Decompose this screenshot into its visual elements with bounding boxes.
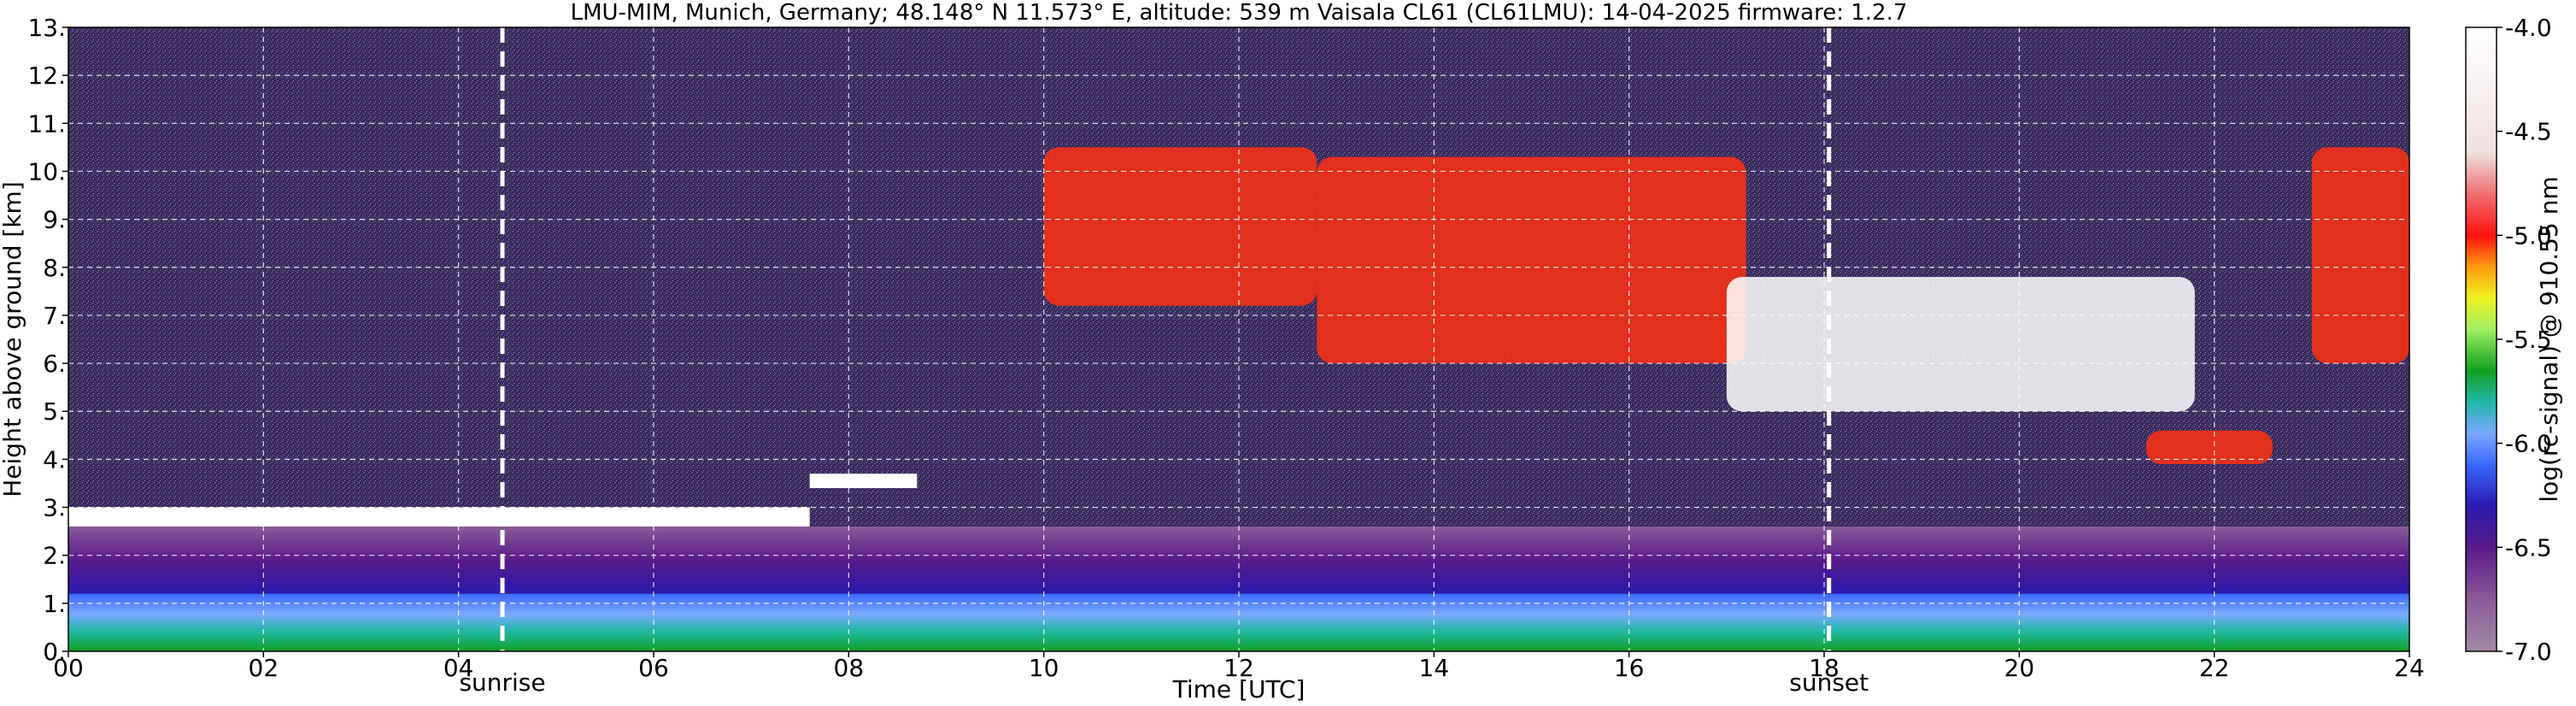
y-axis-label: Height above ground [km] [0, 181, 26, 497]
x-tick-label-04: 04 [443, 654, 474, 682]
x-tick-label-06: 06 [638, 654, 669, 682]
colorbar-tick-label--6.5: -6.5 [2505, 533, 2552, 562]
x-axis-label: Time [UTC] [1172, 675, 1306, 703]
y-tick-label-6: 6. [43, 350, 66, 378]
x-tick-label-00: 00 [53, 654, 84, 682]
y-tick-label-2: 2. [43, 542, 66, 570]
feature-cirrus-8 [2311, 147, 2409, 364]
y-tick-label-9: 9. [43, 206, 66, 234]
x-axis: sunrise sunset 00 02 04 06 08 10 12 14 16 18 20 22 24 [53, 651, 2425, 697]
x-tick-label-02: 02 [249, 654, 279, 682]
x-tick-label-14: 14 [1419, 654, 1450, 682]
colorbar-scale [2465, 26, 2497, 652]
x-tick-label-20: 20 [2004, 654, 2035, 682]
x-tick-label-16: 16 [1614, 654, 1645, 682]
feature-cirrus-6 [1726, 277, 2195, 412]
feature-low-cloud-2 [68, 507, 810, 527]
sunrise-label: sunrise [459, 668, 545, 697]
colorbar-tick-label--5.0: -5.0 [2505, 221, 2552, 250]
feature-elevated-cloud-3 [809, 474, 918, 489]
feature-cirrus-4 [1043, 147, 1317, 306]
feature-cirrus-7 [2145, 430, 2274, 464]
sunset-label: sunset [1789, 668, 1869, 697]
y-tick-label-3: 3. [43, 494, 66, 522]
y-tick-label-1: 1. [43, 590, 66, 618]
colorbar-tick-label--7.0: -7.0 [2505, 638, 2552, 666]
x-tick-label-08: 08 [834, 654, 865, 682]
y-tick-label-11: 11. [27, 109, 66, 138]
x-tick-label-24: 24 [2394, 654, 2425, 682]
y-axis: 0. 1. 2. 3. 4. 5. 6. 7. 8. 9. 10. 11. 12. 13. [27, 14, 68, 666]
x-tick-label-10: 10 [1029, 654, 1059, 682]
y-tick-label-7: 7. [43, 302, 66, 330]
y-tick-label-10: 10. [27, 157, 66, 185]
x-tick-label-22: 22 [2199, 654, 2230, 682]
colorbar-tick-label--4.5: -4.5 [2505, 118, 2552, 146]
colorbar-label: log(rc-signal) @ 910.55 nm [2535, 176, 2563, 502]
colorbar: -4.0 -4.5 -5.0 -5.5 -6.0 -6.5 -7.0 log(rc-sign… [2465, 14, 2563, 666]
colorbar-tick-label--6.0: -6.0 [2505, 430, 2552, 458]
grid-lines [68, 27, 2409, 651]
y-tick-label-8: 8. [43, 254, 66, 282]
y-tick-label-4: 4. [43, 445, 66, 474]
colorbar-tick-label--5.5: -5.5 [2505, 326, 2552, 354]
y-tick-label-0: 0. [43, 638, 66, 666]
y-tick-label-5: 5. [43, 397, 66, 426]
chart-title: LMU-MIM, Munich, Germany; 48.148° N 11.5… [571, 0, 1908, 26]
x-tick-label-18: 18 [1809, 654, 1840, 682]
feature-cirrus-5 [1317, 156, 1746, 364]
y-tick-label-12: 12. [27, 62, 66, 90]
colorbar-tick-label--4.0: -4.0 [2505, 14, 2552, 42]
plot-area [67, 26, 2410, 652]
y-tick-label-13: 13. [27, 14, 66, 42]
x-tick-label-12: 12 [1223, 654, 1254, 682]
